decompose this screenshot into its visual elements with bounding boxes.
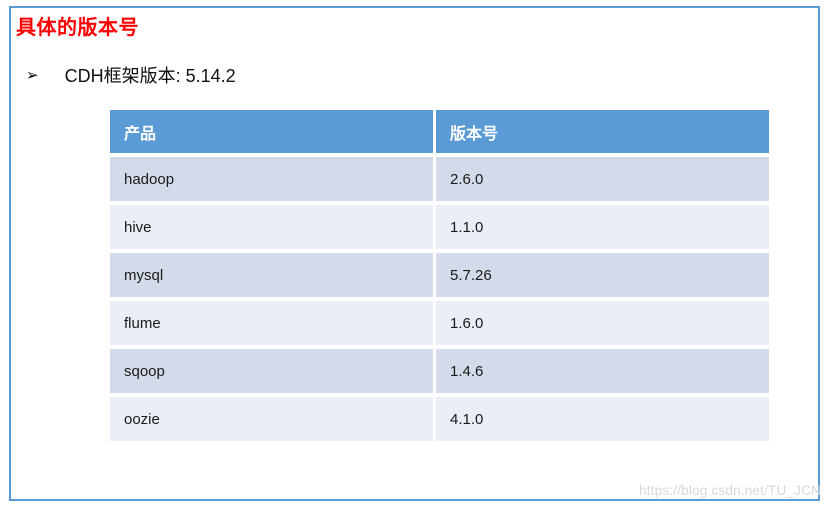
bullet-item: ➢ CDH框架版本: 5.14.2 [26, 62, 236, 88]
bullet-text: CDH框架版本: 5.14.2 [64, 66, 236, 86]
table-cell-version: 2.6.0 [436, 157, 769, 201]
table-cell-version: 1.6.0 [436, 301, 769, 345]
table-cell-product: hadoop [110, 157, 433, 201]
table-cell-product: sqoop [110, 349, 433, 393]
column-header-product: 产品 [110, 110, 433, 153]
csdn-watermark: https://blog.csdn.net/TU_JCN [639, 483, 821, 498]
table-cell-product: flume [110, 301, 433, 345]
table-cell-version: 1.4.6 [436, 349, 769, 393]
table-cell-version: 5.7.26 [436, 253, 769, 297]
table-cell-product: hive [110, 205, 433, 249]
table-cell-version: 1.1.0 [436, 205, 769, 249]
table-cell-product: oozie [110, 397, 433, 441]
table-cell-product: mysql [110, 253, 433, 297]
arrow-bullet-icon: ➢ [26, 66, 39, 84]
version-table: 产品 版本号 hadoop 2.6.0 hive 1.1.0 mysql 5.7… [110, 110, 769, 441]
page-title: 具体的版本号 [16, 17, 139, 39]
table-cell-version: 4.1.0 [436, 397, 769, 441]
column-header-version: 版本号 [436, 110, 769, 153]
